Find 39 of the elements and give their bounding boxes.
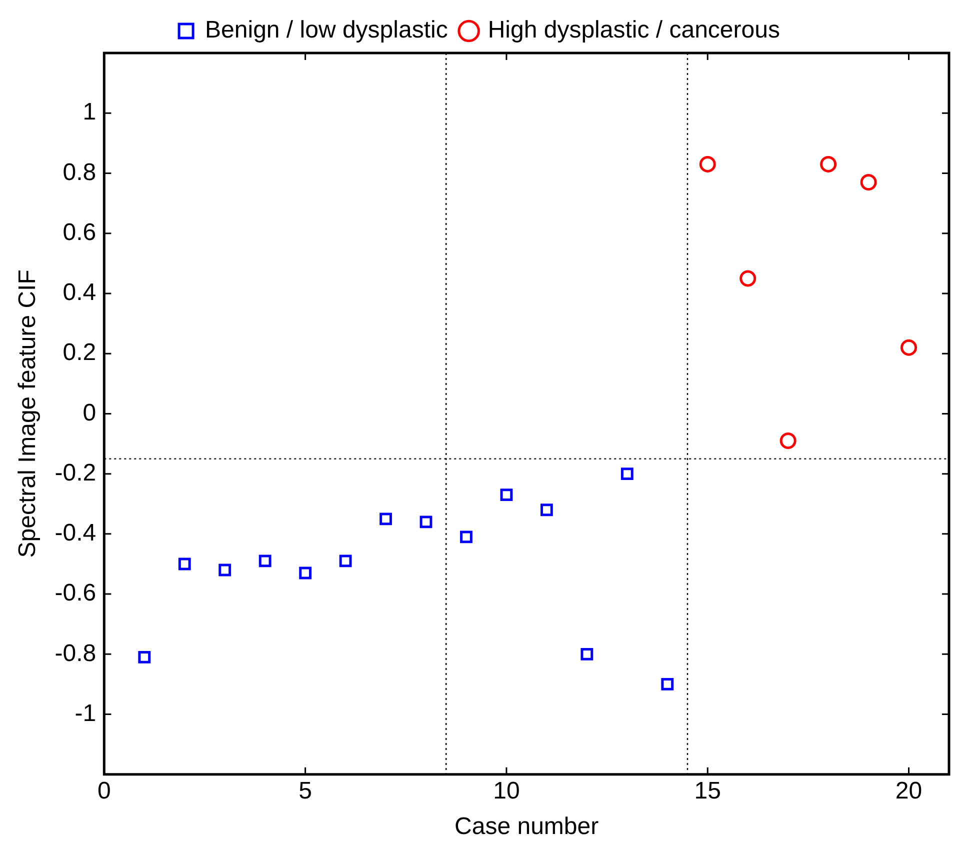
y-tick-label: 0.4 bbox=[62, 279, 96, 306]
point bbox=[218, 564, 232, 576]
point bbox=[258, 554, 272, 568]
point bbox=[580, 648, 594, 660]
y-tick-label: 0.8 bbox=[62, 158, 96, 186]
point bbox=[138, 650, 151, 664]
y-tick-label: 0 bbox=[82, 399, 96, 426]
x-tick-label: 20 bbox=[895, 777, 922, 804]
point bbox=[540, 504, 553, 516]
y-tick-label: 1 bbox=[82, 98, 96, 126]
y-tick-label: -0.6 bbox=[54, 580, 96, 607]
point bbox=[900, 339, 918, 356]
point bbox=[339, 554, 352, 568]
y-tick-label: -0.4 bbox=[54, 520, 96, 547]
y-tick-label: 0.2 bbox=[62, 339, 96, 366]
point bbox=[500, 488, 513, 502]
x-tick-label: 15 bbox=[694, 777, 721, 804]
point bbox=[178, 558, 191, 570]
point bbox=[420, 516, 432, 528]
y-tick-label: -0.2 bbox=[54, 459, 96, 486]
y-tick-label: 0.6 bbox=[62, 218, 96, 246]
point bbox=[780, 432, 796, 450]
y-axis-title: Spectral Image feature CIF bbox=[14, 270, 42, 558]
x-tick-label: 10 bbox=[493, 777, 520, 804]
y-tick-label: -0.8 bbox=[54, 640, 96, 667]
point bbox=[299, 566, 312, 580]
y-tick-label: -1 bbox=[74, 700, 96, 727]
point bbox=[460, 530, 472, 544]
point bbox=[380, 512, 392, 526]
point bbox=[699, 156, 716, 172]
point bbox=[820, 156, 837, 172]
legend-label: Benign / low dysplastic bbox=[205, 16, 448, 44]
legend-label: High dysplastic / cancerous bbox=[488, 16, 780, 44]
point bbox=[620, 468, 634, 480]
x-tick-label: 5 bbox=[298, 777, 312, 804]
x-axis-title: Case number bbox=[454, 813, 599, 840]
point bbox=[661, 678, 674, 690]
point bbox=[740, 270, 756, 287]
point bbox=[860, 174, 877, 190]
